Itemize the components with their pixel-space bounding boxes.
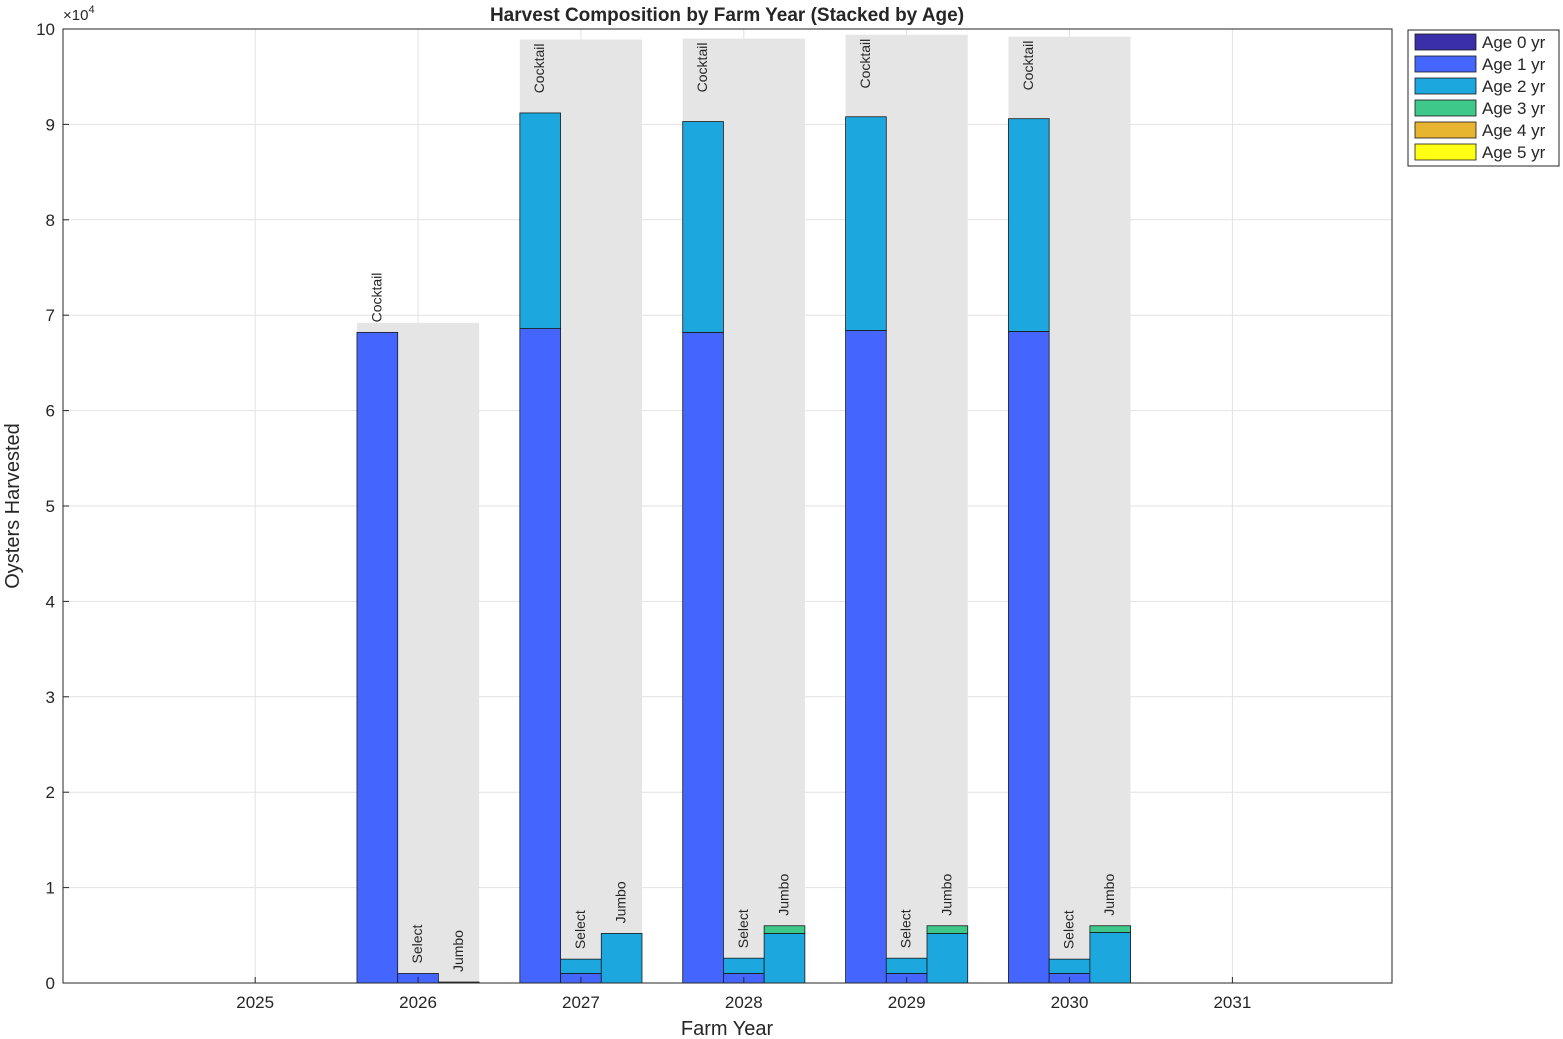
bar-segment-2028-jumbo-age2 — [763, 932, 806, 984]
bar-label-2026-select: Select — [409, 924, 425, 963]
legend-swatch — [1414, 33, 1477, 51]
bar-label-2026-cocktail: Cocktail — [368, 273, 384, 323]
y-tick-label: 1 — [46, 879, 55, 898]
bar-label-2027-select: Select — [572, 910, 588, 949]
y-tick-label: 9 — [46, 115, 55, 134]
bar-label-2030-cocktail: Cocktail — [1020, 41, 1036, 91]
y-tick-label: 0 — [46, 974, 55, 993]
chart-title: Harvest Composition by Farm Year (Stacke… — [490, 5, 964, 26]
bar-label-2027-jumbo: Jumbo — [613, 881, 629, 923]
x-tick-label: 2025 — [236, 993, 274, 1012]
y-tick-label: 10 — [36, 20, 55, 39]
bar-segment-2030-select-age2 — [1048, 958, 1091, 974]
bar-label-2029-select: Select — [898, 909, 914, 948]
x-tick-label: 2026 — [399, 993, 437, 1012]
bar-segment-2030-jumbo-age2 — [1089, 932, 1131, 984]
legend-swatch — [1414, 143, 1477, 161]
bar-segment-2029-cocktail-age1 — [845, 330, 887, 984]
legend-label: Age 1 yr — [1482, 55, 1546, 74]
legend-label: Age 5 yr — [1482, 143, 1546, 162]
bar-label-2030-jumbo: Jumbo — [1101, 874, 1117, 916]
y-tick-label: 2 — [46, 783, 55, 802]
bar-segment-2028-jumbo-age3 — [763, 925, 806, 934]
bar-label-2028-select: Select — [735, 909, 751, 948]
legend-label: Age 3 yr — [1482, 99, 1546, 118]
legend-box — [1407, 29, 1560, 167]
ticks: 0 1 2 3 4 5 6 7 8 9 10 2025 2026 2027 2028 2029 2030 2031 — [36, 20, 1251, 1012]
bar-label-2030-select: Select — [1061, 910, 1077, 949]
bar-label-2029-jumbo: Jumbo — [938, 874, 954, 916]
y-tick-label: 8 — [46, 211, 55, 230]
bar-label-2029-cocktail: Cocktail — [857, 39, 873, 89]
bar-segment-2027-jumbo-age2 — [600, 932, 643, 984]
bar-label-2026-jumbo: Jumbo — [450, 930, 466, 972]
bar-label-2028-jumbo: Jumbo — [776, 874, 792, 916]
x-tick-label: 2030 — [1051, 993, 1089, 1012]
legend: Age 0 yr Age 1 yr Age 2 yr Age 3 yr Age 4 yr… — [1407, 29, 1560, 167]
bar-segment-2028-select-age2 — [723, 957, 765, 974]
bar-segment-2029-jumbo-age2 — [926, 932, 969, 984]
bar-segment-2030-cocktail-age2 — [1008, 118, 1050, 332]
y-tick-label: 6 — [46, 402, 55, 421]
bar-segment-2027-cocktail-age1 — [519, 328, 561, 984]
bar-segment-2027-select-age2 — [560, 958, 602, 974]
bar-labels: Cocktail Select Jumbo Cocktail Select Jumbo Co… — [368, 39, 1117, 972]
legend-swatch — [1414, 77, 1477, 95]
bar-segment-2029-cocktail-age2 — [845, 116, 887, 331]
x-tick-label: 2031 — [1213, 993, 1251, 1012]
x-tick-label: 2027 — [562, 993, 600, 1012]
legend-swatch — [1414, 99, 1477, 117]
bar-label-2028-cocktail: Cocktail — [694, 43, 710, 93]
legend-swatch — [1414, 55, 1477, 73]
y-axis-label: Oysters Harvested — [2, 423, 24, 589]
bar-segment-2028-cocktail-age2 — [682, 121, 724, 333]
bar-segment-2028-cocktail-age1 — [682, 331, 724, 984]
bars — [356, 112, 1131, 984]
y-tick-label: 4 — [46, 592, 55, 611]
y-tick-label: 5 — [46, 497, 55, 516]
bar-segment-2029-select-age2 — [885, 957, 928, 974]
legend-label: Age 4 yr — [1482, 121, 1546, 140]
x-tick-label: 2029 — [888, 993, 926, 1012]
bar-segment-2030-cocktail-age1 — [1008, 331, 1050, 984]
legend-swatch — [1414, 121, 1477, 139]
y-exponent-power: 4 — [88, 4, 94, 16]
legend-label: Age 2 yr — [1482, 77, 1546, 96]
y-tick-label: 7 — [46, 306, 55, 325]
bar-segment-2029-jumbo-age3 — [926, 925, 969, 934]
bar-segment-2030-jumbo-age3 — [1089, 925, 1131, 933]
bar-segment-2026-cocktail-age1 — [356, 331, 399, 984]
bar-segment-2027-cocktail-age2 — [519, 112, 561, 329]
x-tick-label: 2028 — [725, 993, 763, 1012]
y-exponent-base: ×10 — [63, 7, 88, 24]
x-axis-label: Farm Year — [681, 1018, 774, 1039]
bar-label-2027-cocktail: Cocktail — [531, 43, 547, 93]
y-exponent: ×104 — [63, 4, 95, 24]
legend-label: Age 0 yr — [1482, 33, 1546, 52]
y-tick-label: 3 — [46, 688, 55, 707]
